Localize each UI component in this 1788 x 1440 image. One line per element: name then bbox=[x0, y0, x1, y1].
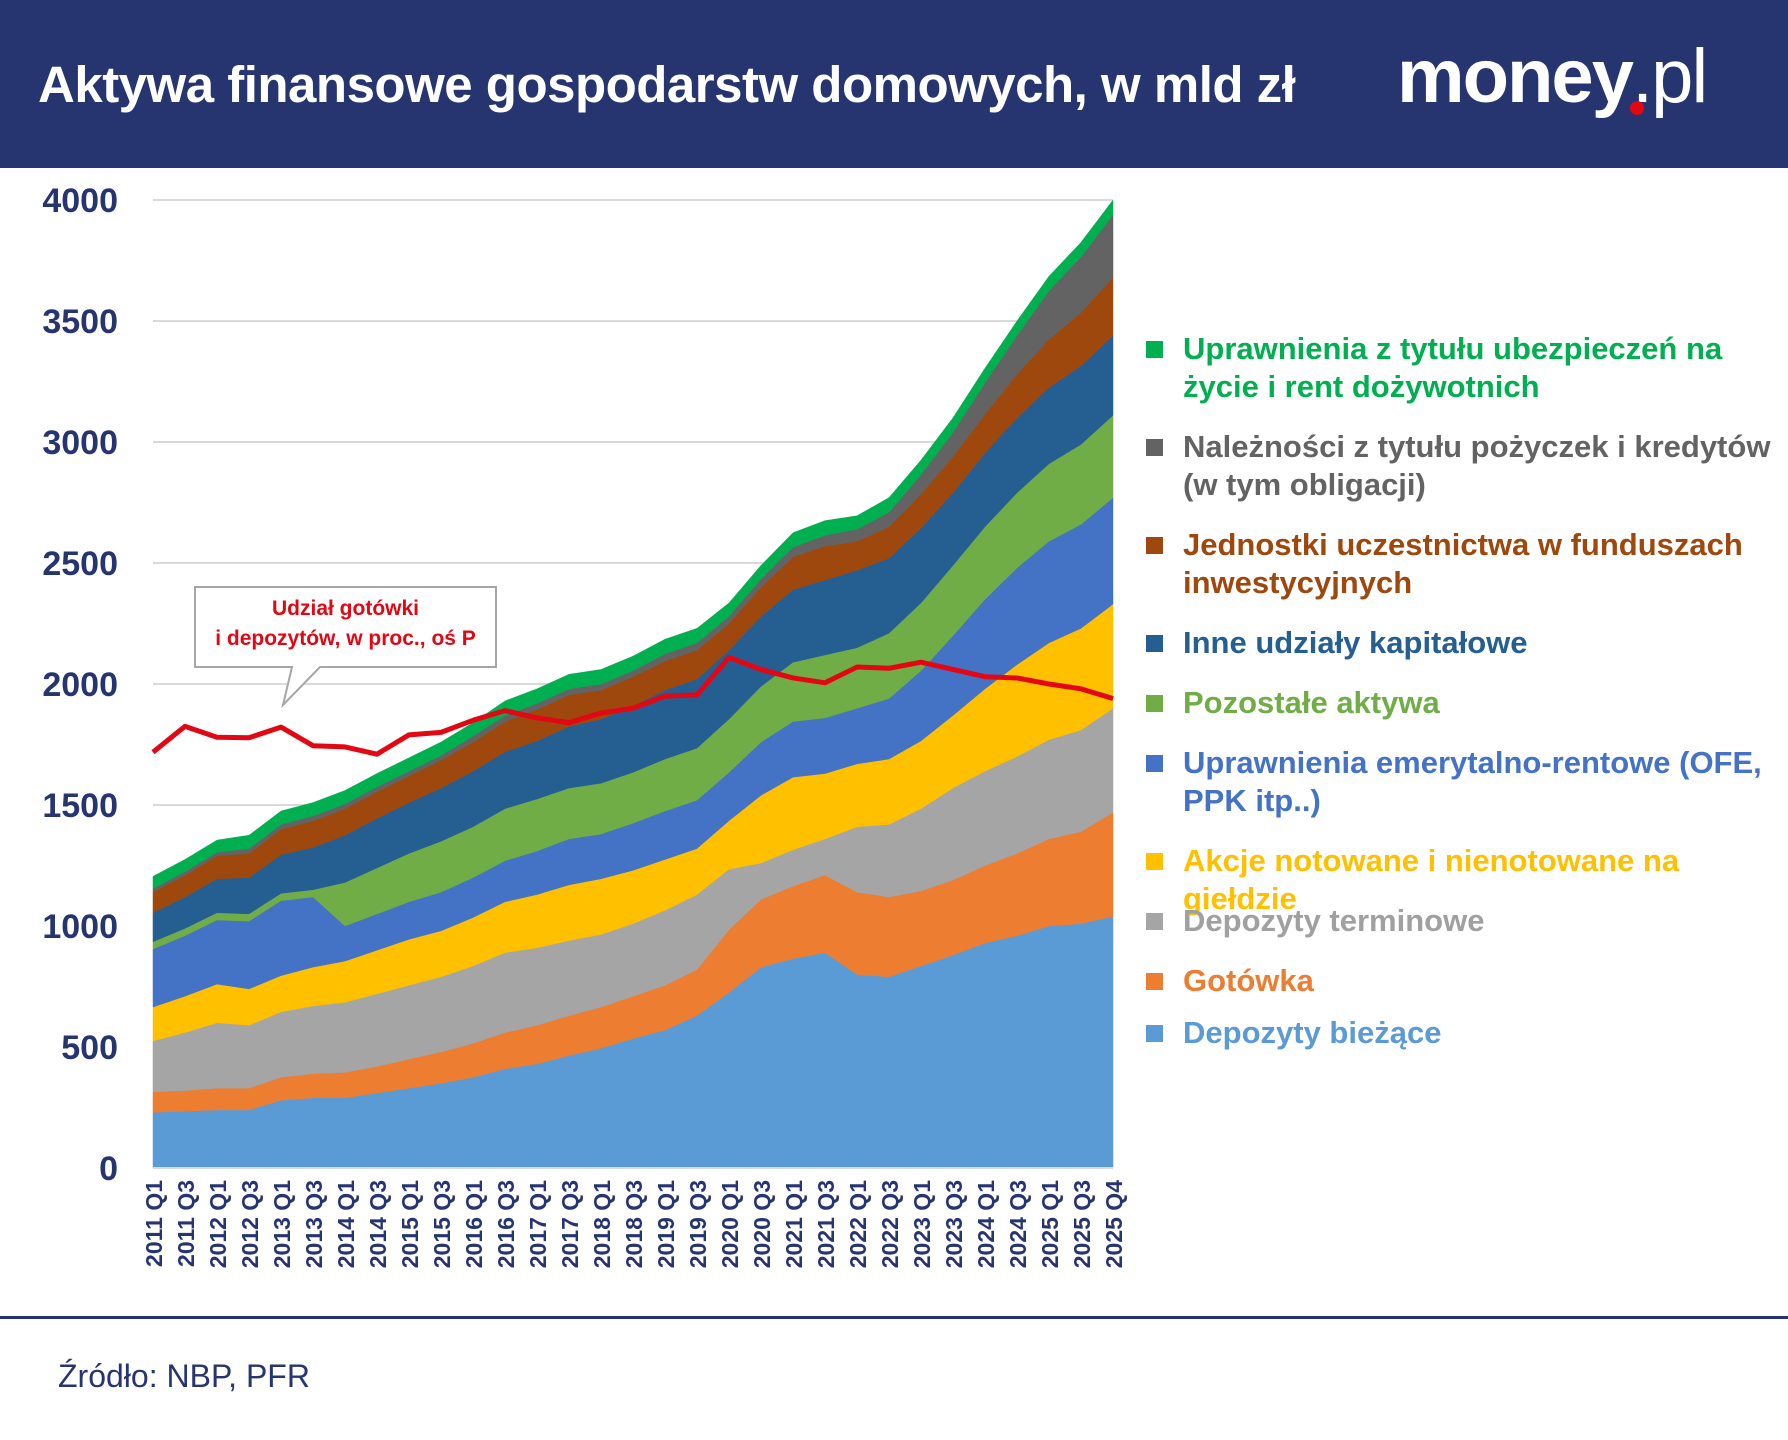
x-tick-label: 2012 Q3 bbox=[237, 1180, 263, 1268]
legend-item: Uprawnienia emerytalno-rentowe (OFE, PPK… bbox=[1146, 744, 1783, 820]
legend-label: Gotówka bbox=[1183, 963, 1314, 998]
legend-swatch bbox=[1146, 635, 1163, 652]
logo-dot bbox=[1630, 101, 1644, 115]
x-tick-label: 2023 Q3 bbox=[941, 1180, 967, 1268]
y-tick-label: 2000 bbox=[42, 666, 118, 704]
y-tick-label: 4000 bbox=[42, 182, 118, 220]
x-tick-label: 2011 Q3 bbox=[173, 1180, 199, 1267]
legend-swatch bbox=[1146, 1025, 1163, 1042]
legend-label: Uprawnienia z tytułu ubezpieczeń na życi… bbox=[1183, 331, 1723, 404]
x-tick-label: 2025 Q3 bbox=[1069, 1180, 1095, 1268]
y-tick-label: 3000 bbox=[42, 424, 118, 462]
y-tick-label: 0 bbox=[99, 1150, 118, 1188]
legend-swatch bbox=[1146, 341, 1163, 358]
legend-swatch bbox=[1146, 695, 1163, 712]
x-tick-label: 2015 Q1 bbox=[397, 1180, 423, 1268]
x-tick-label: 2022 Q3 bbox=[877, 1180, 903, 1268]
x-tick-label: 2020 Q1 bbox=[717, 1180, 743, 1268]
x-tick-label: 2014 Q1 bbox=[333, 1180, 359, 1268]
x-tick-label: 2014 Q3 bbox=[365, 1180, 391, 1268]
source-note: Źródło: NBP, PFR bbox=[58, 1358, 310, 1394]
line-callout-text: Udział gotówki i depozytów, w proc., oś … bbox=[193, 594, 498, 654]
legend-label: Należności z tytułu pożyczek i kredytów … bbox=[1183, 429, 1771, 502]
x-tick-label: 2022 Q1 bbox=[845, 1180, 871, 1268]
x-tick-label: 2021 Q3 bbox=[813, 1180, 839, 1268]
legend-item: Akcje notowane i nienotowane na giełdzie bbox=[1146, 842, 1783, 918]
x-tick-label: 2016 Q1 bbox=[461, 1180, 487, 1268]
legend-label: Uprawnienia emerytalno-rentowe (OFE, PPK… bbox=[1183, 745, 1762, 818]
legend-item: Pozostałe aktywa bbox=[1146, 684, 1783, 722]
legend-item: Depozyty terminowe bbox=[1146, 902, 1783, 940]
y-axis-tick-labels: 4000 3500 3000 2500 2000 1500 1000 500 0 bbox=[42, 182, 118, 1188]
x-tick-label: 2024 Q3 bbox=[1005, 1180, 1031, 1268]
x-tick-label: 2021 Q1 bbox=[781, 1180, 807, 1268]
x-tick-label: 2024 Q1 bbox=[973, 1180, 999, 1268]
legend-swatch bbox=[1146, 973, 1163, 990]
x-tick-label: 2025 Q4 bbox=[1101, 1180, 1127, 1268]
x-tick-label: 2012 Q1 bbox=[205, 1180, 231, 1268]
legend-label: Depozyty terminowe bbox=[1183, 903, 1485, 938]
legend-item: Należności z tytułu pożyczek i kredytów … bbox=[1146, 428, 1783, 504]
legend-item: Jednostki uczestnictwa w funduszach inwe… bbox=[1146, 526, 1783, 602]
callout-line-1: Udział gotówki bbox=[272, 597, 419, 620]
y-tick-label: 1500 bbox=[42, 787, 118, 825]
x-tick-label: 2013 Q3 bbox=[301, 1180, 327, 1268]
y-tick-label: 1000 bbox=[42, 908, 118, 946]
logo-text: money.pl bbox=[1397, 34, 1706, 119]
legend-swatch bbox=[1146, 913, 1163, 930]
x-tick-label: 2017 Q1 bbox=[525, 1180, 551, 1268]
line-callout-box bbox=[194, 586, 497, 709]
x-tick-label: 2025 Q1 bbox=[1037, 1180, 1063, 1268]
legend-label: Akcje notowane i nienotowane na giełdzie bbox=[1183, 843, 1680, 916]
header-bar: Aktywa finansowe gospodarstw domowych, w… bbox=[0, 0, 1788, 168]
line-series-cash-deposit-share bbox=[151, 654, 1114, 757]
page-title: Aktywa finansowe gospodarstw domowych, w… bbox=[38, 56, 1296, 113]
bottom-divider bbox=[0, 1316, 1788, 1319]
legend-item: Uprawnienia z tytułu ubezpieczeń na życi… bbox=[1146, 330, 1783, 406]
x-tick-label: 2019 Q1 bbox=[653, 1180, 679, 1268]
legend-swatch bbox=[1146, 537, 1163, 554]
callout-line-2: i depozytów, w proc., oś P bbox=[215, 627, 476, 650]
legend-label: Depozyty bieżące bbox=[1183, 1015, 1442, 1050]
x-tick-label: 2023 Q1 bbox=[909, 1180, 935, 1268]
legend-swatch bbox=[1146, 853, 1163, 870]
x-tick-label: 2019 Q3 bbox=[685, 1180, 711, 1268]
area-series bbox=[152, 199, 1114, 1169]
money-pl-logo: money.pl bbox=[1397, 34, 1708, 119]
legend-label: Jednostki uczestnictwa w funduszach inwe… bbox=[1183, 527, 1743, 600]
legend-item: Inne udziały kapitałowe bbox=[1146, 624, 1783, 662]
legend-swatch bbox=[1146, 439, 1163, 456]
x-tick-label: 2020 Q3 bbox=[749, 1180, 775, 1268]
legend-item: Gotówka bbox=[1146, 962, 1783, 1000]
x-tick-label: 2015 Q3 bbox=[429, 1180, 455, 1268]
legend-label: Pozostałe aktywa bbox=[1183, 685, 1440, 720]
x-tick-label: 2011 Q1 bbox=[141, 1180, 167, 1267]
x-tick-label: 2018 Q3 bbox=[621, 1180, 647, 1268]
y-tick-label: 3500 bbox=[42, 303, 118, 341]
legend-label: Inne udziały kapitałowe bbox=[1183, 625, 1528, 660]
x-tick-label: 2018 Q1 bbox=[589, 1180, 615, 1268]
x-tick-label: 2013 Q1 bbox=[269, 1180, 295, 1268]
y-tick-label: 500 bbox=[61, 1029, 118, 1067]
x-tick-label: 2017 Q3 bbox=[557, 1180, 583, 1268]
x-axis-tick-labels: 2011 Q1 2011 Q3 2012 Q1 2012 Q3 2013 Q1 2013 … bbox=[141, 1180, 1127, 1268]
x-tick-label: 2016 Q3 bbox=[493, 1180, 519, 1268]
y-tick-label: 2500 bbox=[42, 545, 118, 583]
legend-item: Depozyty bieżące bbox=[1146, 1014, 1783, 1052]
legend-swatch bbox=[1146, 755, 1163, 772]
